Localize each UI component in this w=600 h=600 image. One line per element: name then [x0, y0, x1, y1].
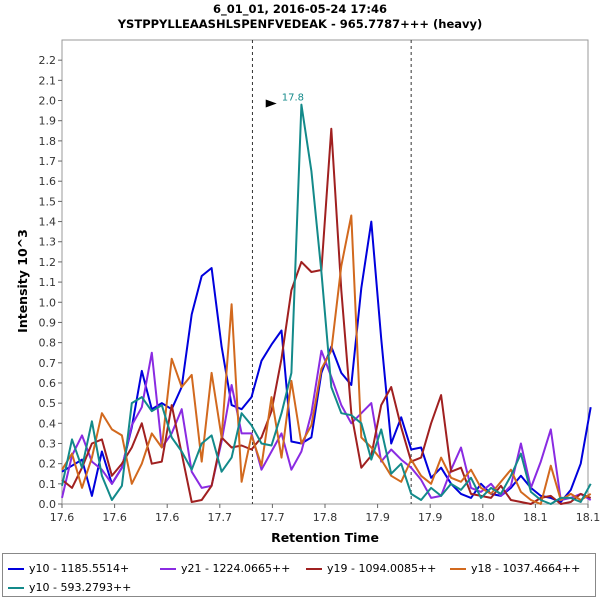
legend-swatch — [8, 567, 24, 570]
plot-frame — [61, 39, 589, 505]
y-tick-label: 0.7 — [39, 357, 57, 370]
legend: y10 - 1185.5514+ y21 - 1224.0665++ y19 - 1… — [2, 553, 596, 597]
legend-item: y21 - 1224.0665++ — [160, 562, 290, 575]
y-tick-label: 0.0 — [39, 498, 57, 511]
y-tick-label: 1.2 — [39, 256, 57, 269]
y-tick-label: 1.7 — [39, 155, 57, 168]
y-tick-label: 0.5 — [39, 397, 57, 410]
x-tick-label: 17.9 — [418, 511, 443, 524]
peak-marker-arrow — [265, 99, 277, 108]
x-tick-label: 17.8 — [313, 511, 338, 524]
plot-area: 17.8 — [61, 39, 592, 505]
legend-item: y10 - 593.2793++ — [8, 581, 131, 594]
x-tick-label: 17.6 — [50, 511, 75, 524]
x-tick-label: 18.1 — [576, 511, 600, 524]
legend-item: y18 - 1037.4664++ — [450, 562, 580, 575]
legend-label: y10 - 1185.5514+ — [29, 562, 130, 575]
chromatogram-chart: 17.8 17.6 17.6 17.6 17.7 17.7 17.8 17.9 17.9 18.… — [15, 39, 600, 545]
y-tick-label: 2.1 — [39, 74, 57, 87]
chart-title: 6_01_01, 2016-05-24 17:46 — [212, 2, 388, 16]
legend-label: y21 - 1224.0665++ — [181, 562, 291, 575]
chart-title-block: 6_01_01, 2016-05-24 17:46 YSTPPYLLEAASHL… — [0, 2, 600, 32]
legend-swatch — [306, 567, 322, 570]
x-tick-label: 17.6 — [102, 511, 127, 524]
series-line-2 — [61, 349, 592, 501]
x-tick-label: 17.9 — [365, 511, 390, 524]
legend-label: y19 - 1094.0085++ — [327, 562, 437, 575]
legend-label: y18 - 1037.4664++ — [471, 562, 581, 575]
y-tick-label: 0.4 — [39, 417, 57, 430]
x-axis-title: Retention Time — [271, 530, 379, 545]
y-tick-label: 0.1 — [39, 478, 57, 491]
series-line-4 — [61, 214, 592, 505]
y-tick-label: 1.1 — [39, 276, 57, 289]
x-tick-label: 17.6 — [155, 511, 180, 524]
legend-swatch — [160, 567, 176, 570]
y-tick-label: 1.8 — [39, 135, 57, 148]
peak-annotation-label: 17.8 — [282, 93, 304, 104]
y-tick-label: 1.6 — [39, 175, 57, 188]
x-axis: 17.6 17.6 17.6 17.7 17.7 17.8 17.9 17.9 18.0 18.1… — [50, 504, 600, 524]
legend-swatch — [450, 567, 466, 570]
series-line-3 — [61, 127, 592, 505]
y-tick-label: 1.3 — [39, 236, 57, 249]
legend-item: y19 - 1094.0085++ — [306, 562, 436, 575]
y-tick-label: 0.3 — [39, 437, 57, 450]
y-tick-label: 1.9 — [39, 115, 57, 128]
legend-item: y10 - 1185.5514+ — [8, 562, 129, 575]
y-axis-title: Intensity 10^3 — [15, 229, 30, 333]
chart-subtitle: YSTPPYLLEAASHLSPENFVEDEAK - 965.7787+++ … — [117, 17, 483, 31]
x-tick-label: 17.7 — [208, 511, 233, 524]
y-tick-label: 0.8 — [39, 337, 57, 350]
series-line-5 — [61, 103, 592, 505]
y-tick-label: 1.5 — [39, 195, 57, 208]
y-tick-label: 0.2 — [39, 458, 57, 471]
x-tick-label: 17.7 — [260, 511, 285, 524]
x-tick-label: 18.0 — [471, 511, 496, 524]
y-tick-label: 1.4 — [39, 216, 57, 229]
y-tick-label: 0.9 — [39, 316, 57, 329]
legend-label: y10 - 593.2793++ — [29, 581, 132, 594]
legend-swatch — [8, 586, 24, 589]
y-tick-label: 2.0 — [39, 95, 57, 108]
x-tick-label: 18.1 — [523, 511, 548, 524]
y-tick-label: 1.0 — [39, 296, 57, 309]
y-axis: 0.0 0.1 0.2 0.3 0.4 0.5 0.6 0.7 0.8 0.9 1.0 1.1 1.2 1… — [39, 54, 62, 511]
y-tick-label: 0.6 — [39, 377, 57, 390]
y-tick-label: 2.2 — [39, 54, 57, 67]
